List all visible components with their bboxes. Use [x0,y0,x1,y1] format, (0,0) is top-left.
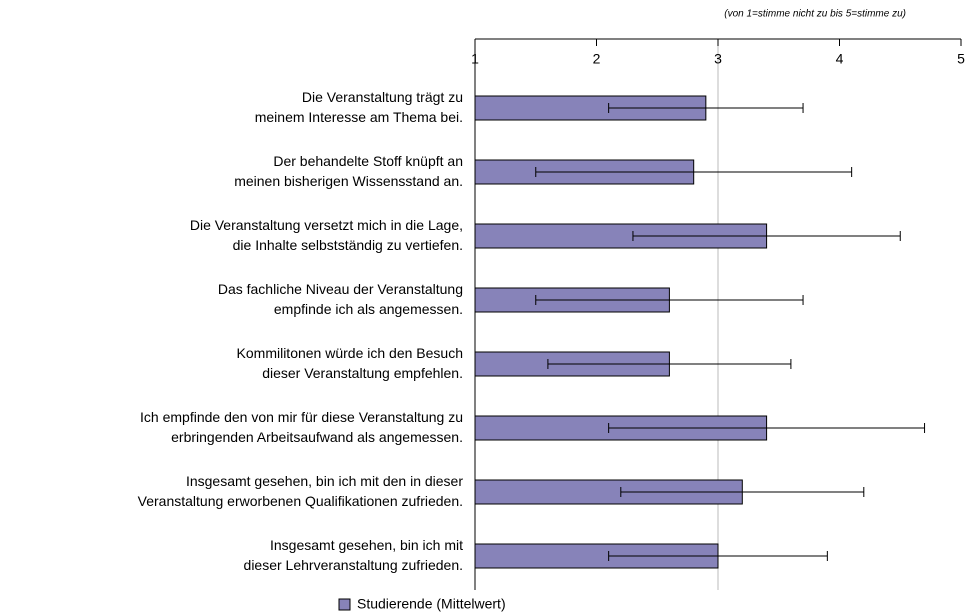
category-label-line: die Inhalte selbstständig zu vertiefen. [233,237,463,253]
legend-label: Studierende (Mittelwert) [357,596,506,612]
category-label-line: Der behandelte Stoff knüpft an [273,153,463,169]
category-label-line: empfinde ich als angemessen. [274,301,463,317]
error-bar [620,487,865,497]
error-bar [535,295,804,305]
category-label: Das fachliche Niveau der Veranstaltung em… [218,281,463,317]
category-label: Die Veranstaltung versetzt mich in die L… [190,217,463,253]
category-label: Ich empfinde den von mir für diese Veran… [140,409,463,445]
category-label-line: Das fachliche Niveau der Veranstaltung [218,281,463,297]
category-label-line: Die Veranstaltung trägt zu [302,89,463,105]
error-bar [608,103,804,113]
category-label: Der behandelte Stoff knüpft an meinen bis… [234,153,463,189]
category-label-line: Die Veranstaltung versetzt mich in die L… [190,217,463,233]
category-label-line: Ich empfinde den von mir für diese Veran… [140,409,463,425]
error-bar [608,551,828,561]
category-label-line: Veranstaltung erworbenen Qualifikationen… [138,493,463,509]
x-tick-label: 4 [836,51,844,67]
x-tick-label: 2 [593,51,601,67]
category-label-line: Kommilitonen würde ich den Besuch [237,345,463,361]
chart-subtitle: (von 1=stimme nicht zu bis 5=stimme zu) [724,9,906,20]
category-label: Insgesamt gesehen, bin ich mit dieser Leh… [244,537,464,573]
category-label-line: Insgesamt gesehen, bin ich mit [270,537,463,553]
error-bar [632,231,901,241]
category-label-line: dieser Veranstaltung empfehlen. [262,365,463,381]
category-label-line: meinem Interesse am Thema bei. [255,109,463,125]
x-tick-label: 3 [714,51,722,67]
category-label: Insgesamt gesehen, bin ich mit den in di… [138,473,464,509]
error-bar [547,359,792,369]
error-bar [608,423,926,433]
category-label-line: erbringenden Arbeitsaufwand als angemess… [171,429,463,445]
x-tick-label: 5 [957,51,965,67]
category-label: Die Veranstaltung trägt zu meinem Interes… [255,89,463,125]
category-label-line: meinen bisherigen Wissensstand an. [234,173,463,189]
error-bar [535,167,853,177]
legend-swatch [338,598,351,611]
category-label: Kommilitonen würde ich den Besuch dieser … [237,345,463,381]
x-tick-label: 1 [471,51,479,67]
category-label-line: Insgesamt gesehen, bin ich mit den in di… [186,473,463,489]
category-label-line: dieser Lehrveranstaltung zufrieden. [244,557,463,573]
